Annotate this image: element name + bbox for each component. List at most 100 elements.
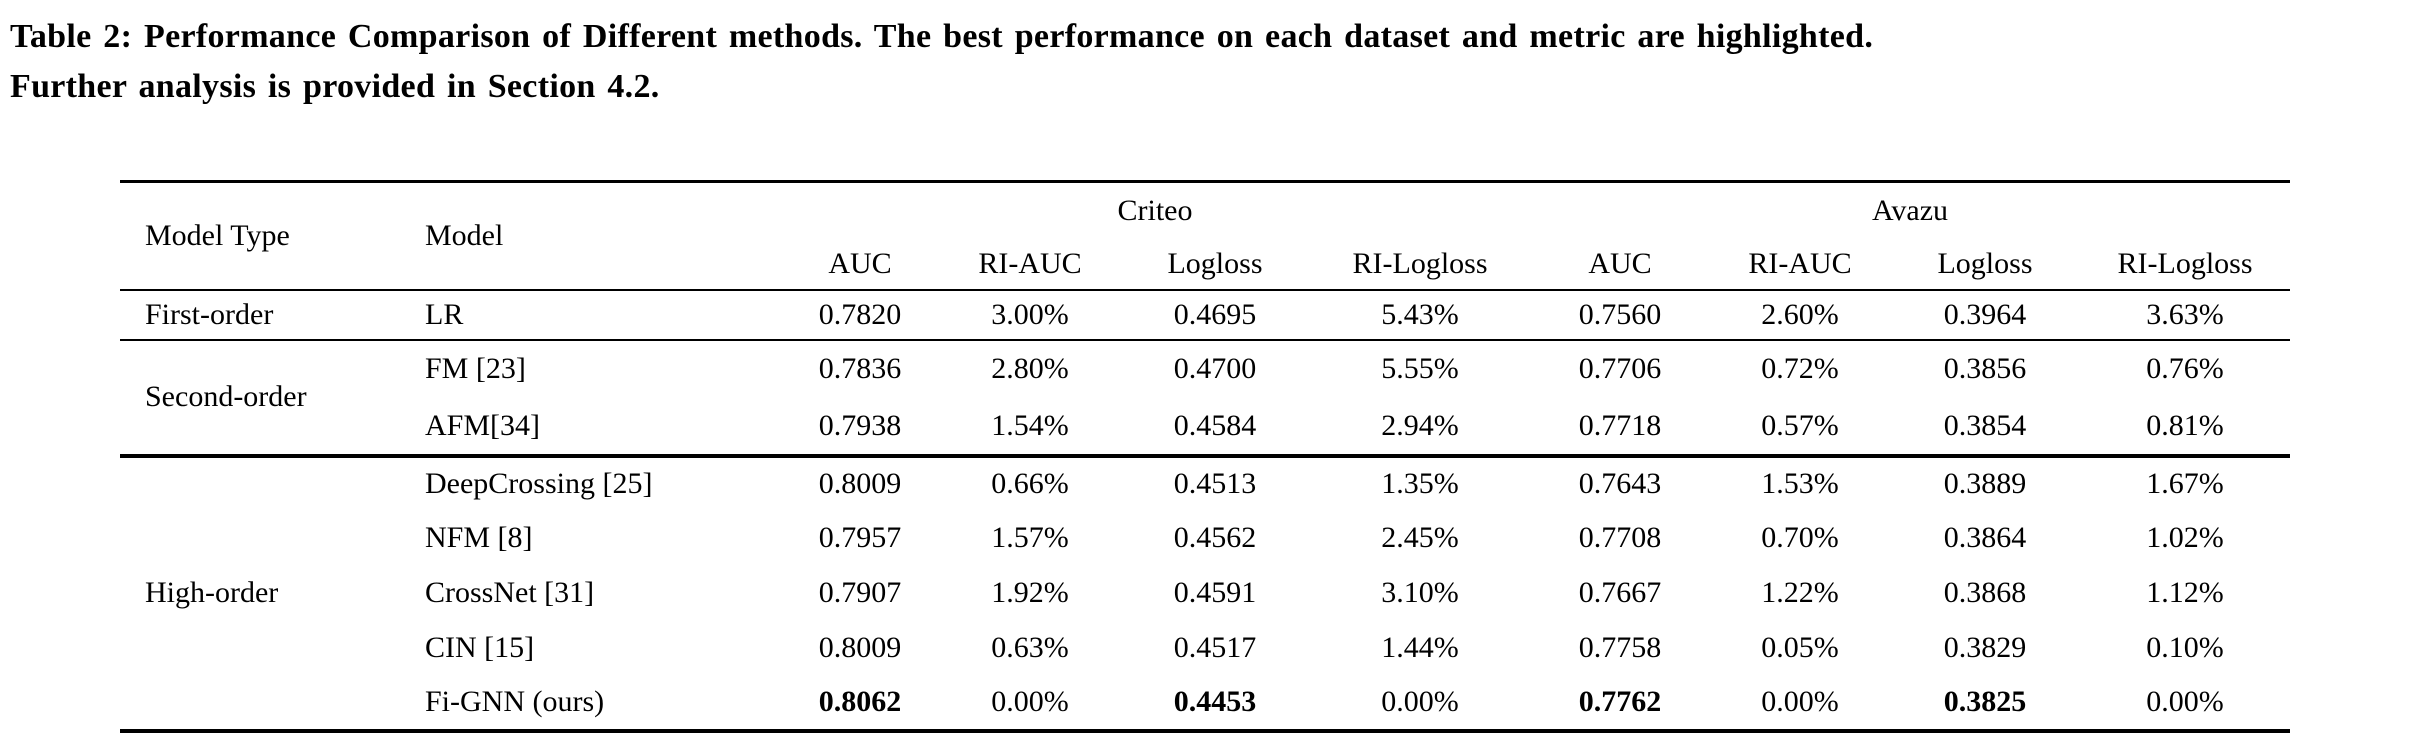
model-type-cell: First-order [120, 289, 405, 341]
metric-value-cell: 2.45% [1381, 521, 1459, 554]
metric-value-cell: 0.7938 [780, 397, 940, 458]
metric-value-cell: 0.7957 [818, 521, 902, 554]
metric-value-cell: 1.12% [2146, 576, 2224, 609]
model-cell: AFM[34] [405, 397, 780, 458]
col-header-avazu-logloss: Logloss [1890, 239, 2080, 291]
metric-value-cell: 1.57% [991, 521, 1069, 554]
metric-value-cell: 0.00% [1761, 685, 1839, 718]
metric-value-cell: 0.7560 [1530, 289, 1710, 341]
table-row: Second-order FM [23] 0.7836 2.80% 0.4700 5.55… [120, 339, 2290, 458]
table-caption: Table 2: Performance Comparison of Diffe… [10, 12, 1873, 112]
col-header-avazu-auc: AUC [1530, 239, 1710, 291]
metric-value-cell: 2.94% [1310, 397, 1530, 458]
metric-value-cell: 0.3829 [1943, 631, 2027, 664]
metric-value-cell: 0.76% [2146, 352, 2224, 385]
metric-value-cell: 0.00% [991, 685, 1069, 718]
col-group-avazu: Avazu [1871, 194, 1949, 228]
metric-value-cell: 0.4584 [1120, 397, 1310, 458]
metric-value-cell: 1.54% [940, 397, 1120, 458]
metric-value-cell: 0.7836 [818, 352, 902, 385]
model-type-cell: Second-order [120, 339, 405, 458]
metric-value-cell: 0.4513 [1173, 467, 1257, 500]
model-cell: Fi-GNN (ours) [425, 685, 605, 718]
metric-value-cell: 1.67% [2146, 467, 2224, 500]
metric-value-cell: 0.00% [1381, 685, 1459, 718]
col-group-criteo: Criteo [1117, 194, 1193, 228]
metric-value-cell: 0.05% [1761, 631, 1839, 664]
table-row: First-order LR 0.7820 3.00% 0.4695 5.43% 0.756… [120, 289, 2291, 341]
metric-value-cell: 0.3825 [1943, 685, 2027, 718]
header-row-metrics: AUC RI-AUC Logloss RI-Logloss AUC RI-AUC… [120, 239, 2291, 291]
col-header-avazu-ri-logloss: RI-Logloss [2080, 239, 2291, 291]
col-header-criteo-ri-logloss: RI-Logloss [1310, 239, 1530, 291]
col-header-model-type: Model Type [120, 181, 405, 291]
metric-value-cell: 3.63% [2080, 289, 2291, 341]
metric-value-cell: 0.4453 [1173, 685, 1257, 718]
table-row: CrossNet [31] 0.7907 1.92% 0.4591 3.10% 0.766… [120, 566, 2290, 621]
table-row: CIN [15] 0.8009 0.63% 0.4517 1.44% 0.7758 0.05… [120, 621, 2290, 676]
col-header-criteo-logloss: Logloss [1120, 239, 1310, 291]
metric-value-cell: 1.22% [1761, 576, 1839, 609]
header-row-datasets: Model Type Model Criteo Avazu [120, 181, 2290, 291]
performance-table: Model Type Model Criteo Avazu AUC RI-AUC… [120, 180, 2291, 733]
metric-value-cell: 0.7706 [1578, 352, 1662, 385]
model-cell: NFM [8] [425, 521, 533, 554]
metric-value-cell: 2.80% [991, 352, 1069, 385]
metric-value-cell: 0.7762 [1578, 685, 1662, 718]
metric-value-cell: 5.55% [1381, 352, 1459, 385]
metric-value-cell: 0.7718 [1530, 397, 1710, 458]
col-header-model: Model [405, 181, 780, 291]
metric-value-cell: 0.3964 [1890, 289, 2080, 341]
metric-value-cell: 0.81% [2080, 397, 2291, 458]
metric-value-cell: 0.4700 [1173, 352, 1257, 385]
metric-value-cell: 0.3856 [1943, 352, 2027, 385]
table-row: AFM[34] 0.7938 1.54% 0.4584 2.94% 0.7718 0.57%… [120, 397, 2291, 458]
metric-value-cell: 0.8009 [818, 467, 902, 500]
col-header-criteo-auc: AUC [780, 239, 940, 291]
metric-value-cell: 0.57% [1710, 397, 1890, 458]
metric-value-cell: 1.44% [1381, 631, 1459, 664]
model-cell: LR [405, 289, 780, 341]
metric-value-cell: 0.10% [2146, 631, 2224, 664]
metric-value-cell: 0.3854 [1890, 397, 2080, 458]
metric-value-cell: 0.72% [1761, 352, 1839, 385]
metric-value-cell: 3.00% [940, 289, 1120, 341]
metric-value-cell: 0.7667 [1578, 576, 1662, 609]
metric-value-cell: 0.8009 [818, 631, 902, 664]
metric-value-cell: 1.53% [1761, 467, 1839, 500]
metric-value-cell: 5.43% [1310, 289, 1530, 341]
metric-value-cell: 1.02% [2146, 521, 2224, 554]
table-row: NFM [8] 0.7957 1.57% 0.4562 2.45% 0.7708 0.70%… [120, 511, 2290, 566]
metric-value-cell: 0.3864 [1943, 521, 2027, 554]
caption-line-1: Table 2: Performance Comparison of Diffe… [10, 18, 1874, 55]
metric-value-cell: 0.3889 [1943, 467, 2027, 500]
metric-value-cell: 0.3868 [1943, 576, 2027, 609]
metric-value-cell: 2.60% [1710, 289, 1890, 341]
metric-value-cell: 0.66% [991, 467, 1069, 500]
model-type-cell: High-order [145, 576, 279, 609]
model-cell: DeepCrossing [25] [425, 467, 653, 500]
metric-value-cell: 0.7820 [780, 289, 940, 341]
metric-value-cell: 0.63% [991, 631, 1069, 664]
col-header-criteo-ri-auc: RI-AUC [940, 239, 1120, 291]
metric-value-cell: 0.7907 [818, 576, 902, 609]
metric-value-cell: 0.4562 [1173, 521, 1257, 554]
metric-value-cell: 0.70% [1761, 521, 1839, 554]
model-cell: CrossNet [31] [425, 576, 595, 609]
table-row: High-order DeepCrossing [25] 0.8009 0.66% 0.… [120, 456, 2290, 609]
metric-value-cell: 1.35% [1381, 467, 1459, 500]
metric-value-cell: 0.7758 [1578, 631, 1662, 664]
metric-value-cell: 0.8062 [818, 685, 902, 718]
metric-value-cell: 1.92% [991, 576, 1069, 609]
metric-value-cell: 0.4517 [1173, 631, 1257, 664]
metric-value-cell: 0.7708 [1578, 521, 1662, 554]
metric-value-cell: 0.4695 [1120, 289, 1310, 341]
metric-value-cell: 0.00% [2146, 685, 2224, 718]
metric-value-cell: 0.7643 [1578, 467, 1662, 500]
col-header-avazu-ri-auc: RI-AUC [1710, 239, 1890, 291]
caption-line-2: Further analysis is provided in Section … [10, 68, 660, 105]
model-cell: CIN [15] [425, 631, 535, 664]
metric-value-cell: 3.10% [1381, 576, 1459, 609]
table-row: Fi-GNN (ours) 0.8062 0.00% 0.4453 0.00% 0.776… [120, 676, 2290, 731]
model-cell: FM [23] [425, 352, 526, 385]
